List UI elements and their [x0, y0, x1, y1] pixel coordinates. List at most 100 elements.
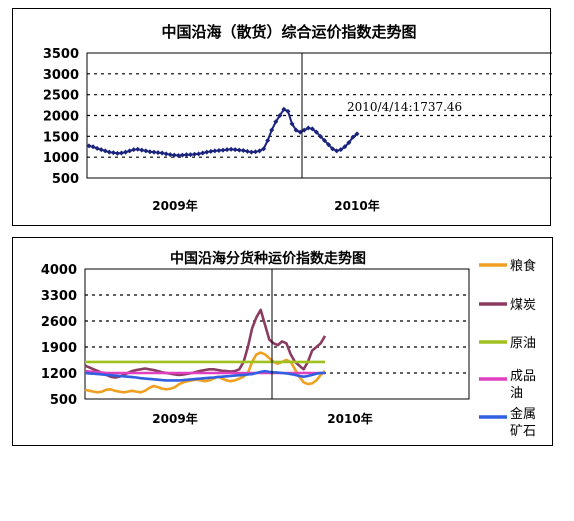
x-tick-label: 2010年: [334, 198, 379, 213]
data-point: [232, 147, 238, 153]
data-point: [183, 152, 189, 158]
data-point: [143, 148, 149, 154]
data-point: [90, 144, 96, 150]
data-point: [171, 152, 177, 158]
data-point: [350, 134, 356, 140]
data-point: [273, 119, 279, 125]
data-point: [102, 148, 108, 154]
data-point: [131, 147, 137, 153]
data-point: [151, 149, 157, 155]
data-point: [155, 150, 161, 156]
series-line-煤炭: [84, 308, 327, 379]
legend-label: 金属矿石: [510, 406, 536, 439]
x-tick-label: 2009年: [152, 411, 197, 426]
y-tick-label: 3500: [43, 47, 79, 62]
data-point: [305, 125, 311, 131]
data-point: [163, 151, 169, 157]
data-point: [240, 148, 246, 153]
commodity-index-chart-panel: 中国沿海分货种运价指数走势图 4000 3300 2600 1900 1200 500 2…: [12, 237, 553, 446]
data-point: [139, 147, 145, 153]
data-point: [301, 127, 307, 133]
commodity-index-chart: 中国沿海分货种运价指数走势图 4000 3300 2600 1900 1200 500 2…: [41, 250, 536, 439]
y-tick-label: 1200: [41, 367, 77, 382]
data-point: [330, 146, 336, 152]
y-tick-label: 500: [50, 393, 77, 408]
y-tick-label: 1900: [41, 341, 77, 356]
data-point: [326, 142, 332, 148]
plot-area: [84, 268, 470, 400]
data-point: [269, 127, 275, 133]
legend-label: 煤炭: [510, 298, 536, 313]
value-annotation: 2010/4/14:1737.46: [347, 100, 462, 114]
data-point: [317, 133, 323, 139]
data-point: [244, 148, 250, 154]
plot-area: [86, 52, 552, 179]
y-tick-label: 4000: [41, 263, 77, 278]
data-point: [285, 108, 291, 114]
data-point: [334, 148, 340, 154]
x-tick-label: 2009年: [152, 198, 197, 213]
series-line-金属矿石: [84, 369, 325, 382]
composite-index-chart: 中国沿海（散货）综合运价指数走势图 3500 3000 2500 2000 1500 10…: [43, 23, 552, 213]
data-point: [123, 149, 129, 155]
legend-label: 原油: [510, 336, 536, 351]
data-point: [204, 149, 210, 155]
data-point: [212, 148, 218, 154]
data-point: [114, 150, 120, 156]
y-tick-label: 500: [52, 172, 79, 187]
data-point: [147, 149, 153, 155]
data-point: [354, 131, 360, 137]
data-point: [265, 138, 271, 143]
data-point: [293, 127, 299, 133]
data-point: [200, 150, 206, 156]
data-point: [167, 152, 173, 158]
y-tick-label: 3300: [41, 289, 77, 304]
data-point: [208, 148, 214, 154]
composite-index-chart-panel: 中国沿海（散货）综合运价指数走势图 3500 3000 2500 2000 1500 10…: [12, 8, 552, 226]
data-point: [289, 121, 295, 127]
data-point: [252, 149, 258, 155]
data-point: [346, 140, 352, 146]
chart-title: 中国沿海分货种运价指数走势图: [170, 250, 366, 267]
y-tick-label: 3000: [43, 68, 79, 83]
data-point: [342, 144, 348, 150]
data-point: [179, 152, 185, 158]
y-tick-label: 2500: [43, 89, 79, 104]
x-tick-label: 2010年: [327, 411, 372, 426]
y-tick-label: 2000: [43, 110, 79, 125]
data-point: [297, 129, 303, 135]
data-point: [106, 149, 112, 155]
y-tick-label: 1000: [43, 151, 79, 166]
data-point: [236, 147, 242, 153]
data-point: [188, 152, 194, 158]
chart-title: 中国沿海（散货）综合运价指数走势图: [161, 23, 416, 41]
legend-label: 粮食: [510, 258, 536, 274]
data-point: [127, 148, 133, 154]
data-point: [196, 151, 202, 157]
data-point: [309, 126, 315, 132]
data-point: [248, 149, 254, 155]
data-point: [281, 106, 287, 112]
data-point: [192, 151, 198, 157]
data-point: [261, 146, 267, 152]
data-point: [216, 148, 222, 153]
data-point: [118, 150, 124, 156]
y-tick-label: 1500: [43, 130, 79, 145]
data-point: [159, 150, 165, 156]
data-point: [257, 148, 263, 154]
data-point: [135, 146, 141, 152]
data-point: [220, 147, 226, 153]
data-point: [94, 145, 100, 151]
y-tick-label: 2600: [41, 315, 77, 330]
data-point: [224, 147, 230, 153]
data-point: [277, 113, 283, 118]
data-point: [86, 143, 92, 149]
data-point: [98, 147, 104, 153]
data-point: [313, 129, 319, 135]
legend-label: 成品油: [510, 369, 536, 401]
data-point: [110, 150, 116, 156]
data-point: [338, 147, 344, 153]
data-point: [322, 138, 328, 143]
data-point: [175, 153, 181, 158]
